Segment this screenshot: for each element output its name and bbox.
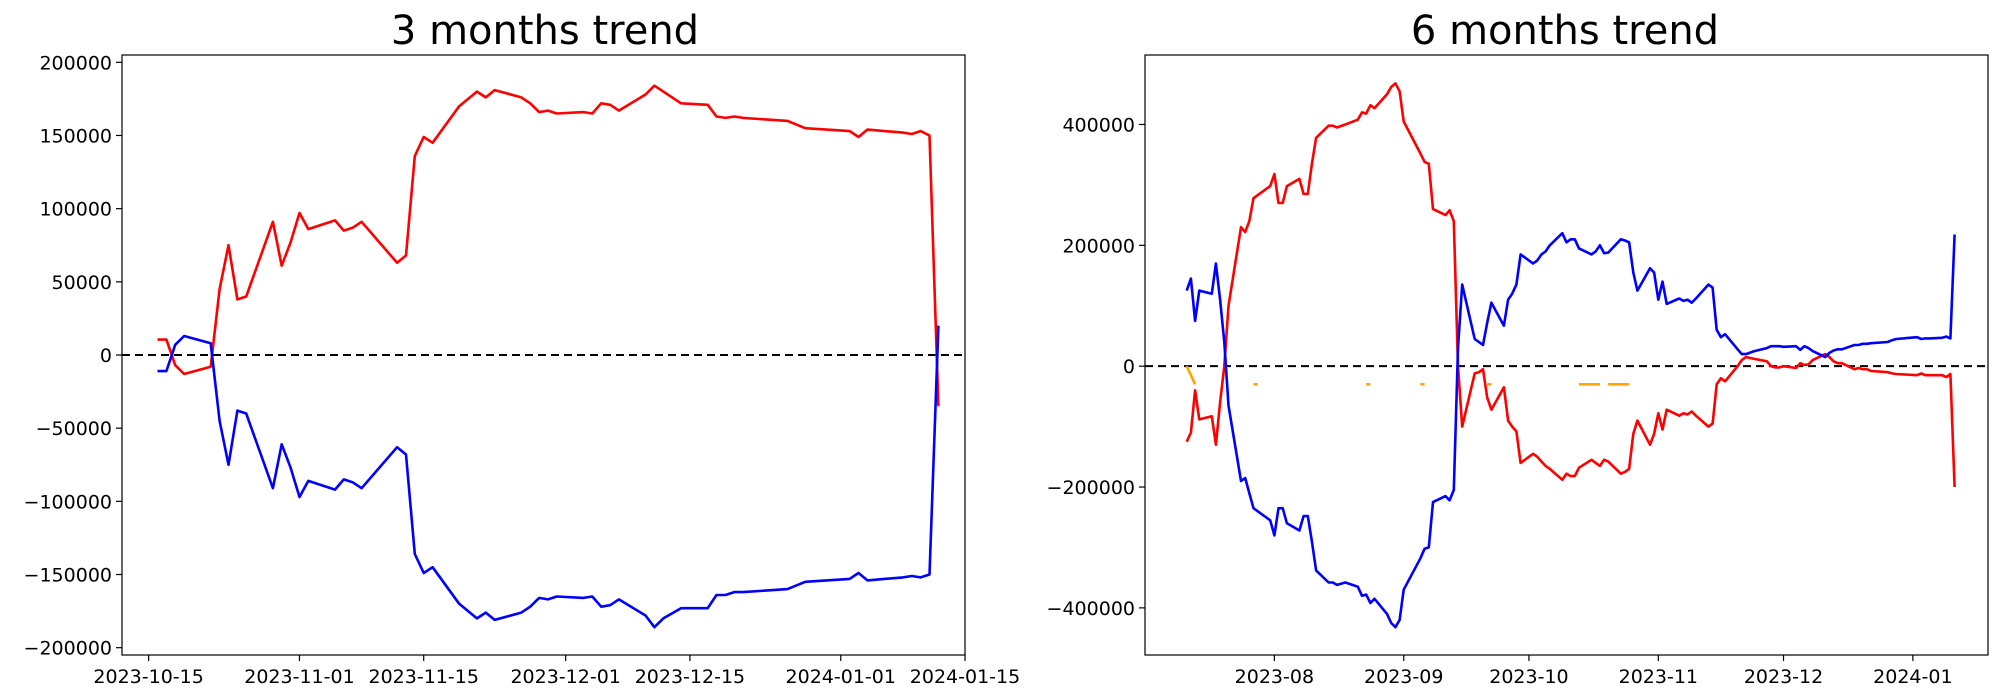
series-line-2 xyxy=(1185,365,1630,386)
series-line-1 xyxy=(1185,231,1956,629)
y-tick-label: −200000 xyxy=(1047,477,1135,499)
x-tick-label: 2023-11 xyxy=(1619,666,1698,688)
y-tick-label: −50000 xyxy=(36,418,112,440)
x-tick-label: 2024-01 xyxy=(1873,666,1952,688)
chart-title: 6 months trend xyxy=(1411,8,1719,54)
series-line-0 xyxy=(1185,82,1956,488)
y-tick-label: 200000 xyxy=(39,52,112,74)
series-line-1 xyxy=(157,325,940,629)
x-tick-label: 2024-01-15 xyxy=(910,666,1020,688)
x-tick-label: 2023-12-01 xyxy=(510,666,620,688)
chart-title: 3 months trend xyxy=(391,8,699,54)
x-tick-label: 2023-08 xyxy=(1235,666,1314,688)
plot-frame xyxy=(1144,54,1989,656)
x-tick-label: 2023-11-15 xyxy=(368,666,478,688)
y-tick-label: 400000 xyxy=(1062,114,1135,136)
y-tick-label: 150000 xyxy=(39,125,112,147)
axes: 2023-10-15 2023-11-01 2023-11-15 2023-12-01… xyxy=(24,52,1021,688)
y-tick-label: −100000 xyxy=(24,491,112,513)
y-tick-label: 200000 xyxy=(1062,235,1135,257)
series-line-0 xyxy=(157,84,940,407)
x-tick-label: 2023-10 xyxy=(1489,666,1568,688)
chart-panel-6-months: 6 months trend 2023-08 2023-09 2023-10 2023… xyxy=(1047,8,1989,688)
x-tick-label: 2023-10-15 xyxy=(93,666,203,688)
axes: 2023-08 2023-09 2023-10 2023-11 2023-12 2024-… xyxy=(1047,54,1989,688)
y-tick-label: 50000 xyxy=(52,272,112,294)
x-tick-label: 2023-09 xyxy=(1364,666,1443,688)
chart-panel-3-months: 3 months trend 2023-10-15 2023-11-01 2023-… xyxy=(24,8,1021,688)
plot-lines xyxy=(1145,82,1988,629)
y-tick-label: 0 xyxy=(1123,356,1135,378)
x-tick-label: 2024-01-01 xyxy=(786,666,896,688)
y-tick-label: 100000 xyxy=(39,199,112,221)
x-tick-label: 2023-12-15 xyxy=(635,666,745,688)
x-tick-label: 2023-12 xyxy=(1744,666,1823,688)
y-tick-label: −200000 xyxy=(24,638,112,660)
y-tick-label: −150000 xyxy=(24,565,112,587)
x-tick-label: 2023-11-01 xyxy=(244,666,354,688)
plot-lines xyxy=(122,84,965,629)
y-tick-label: −400000 xyxy=(1047,598,1135,620)
y-tick-label: 0 xyxy=(100,345,112,367)
